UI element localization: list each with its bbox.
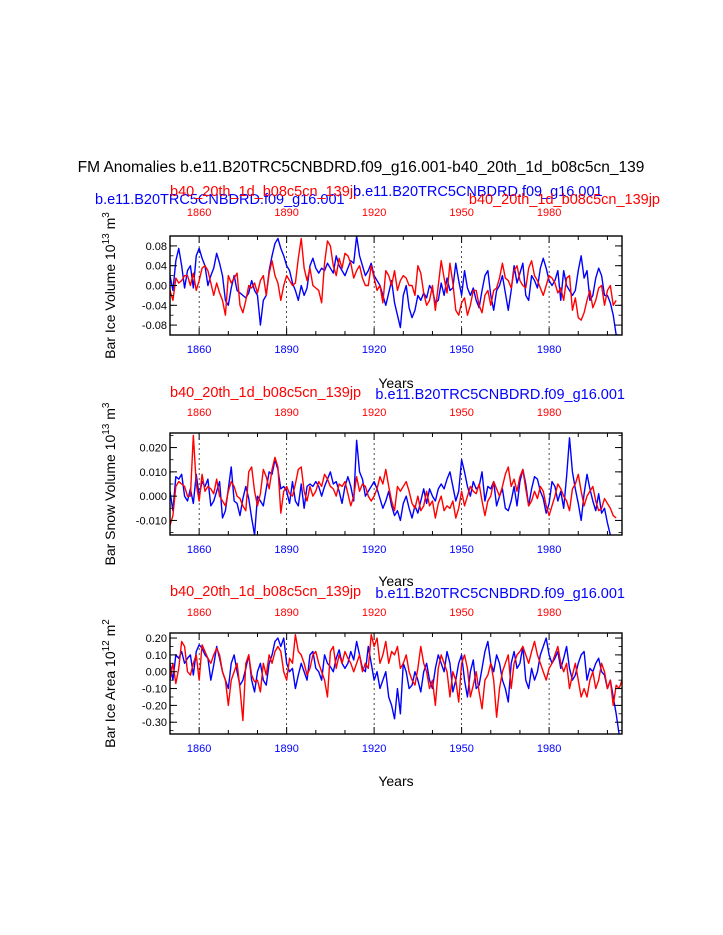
y-axis-label: Bar Ice Volume 1013 m3	[101, 212, 118, 359]
y-tick-label: -0.010	[136, 515, 167, 527]
y-tick-label: 0.00	[146, 281, 167, 293]
x-tick-label-top: 1890	[274, 207, 298, 219]
x-tick-label-bottom: 1980	[537, 544, 561, 556]
x-tick-label-bottom: 1920	[362, 743, 386, 755]
y-tick-label: 0.04	[146, 261, 167, 273]
x-tick-label-bottom: 1920	[362, 344, 386, 356]
panel-title-left: b40_20th_1d_b08c5cn_139jp	[170, 584, 361, 600]
y-tick-label: -0.04	[142, 300, 167, 312]
x-tick-label-bottom: 1860	[187, 544, 211, 556]
x-tick-label-bottom: 1980	[537, 344, 561, 356]
x-tick-label-top: 1920	[362, 207, 386, 219]
x-tick-label-bottom: 1890	[274, 344, 298, 356]
x-tick-label-top: 1920	[362, 407, 386, 419]
series-line-red	[170, 633, 622, 722]
series-line-blue	[170, 437, 612, 535]
y-tick-label: -0.20	[142, 700, 167, 712]
chart-panel-2: -0.010 0.000 0.010 0.020 1860 1860 1890 1890 192…	[101, 385, 625, 589]
x-tick-label-bottom: 1860	[187, 344, 211, 356]
panel-title-right: b40_20th_1d_b08c5cn_139jp	[469, 192, 660, 208]
y-tick-label: 0.00	[146, 667, 167, 679]
x-tick-label-top: 1860	[187, 207, 211, 219]
x-tick-label-bottom: 1980	[537, 743, 561, 755]
y-axis-label: Bar Snow Volume 1013 m3	[101, 402, 118, 565]
panel-title-left-overlap: b40_20th_1d_b08c5cn_139jp	[170, 184, 361, 200]
panel-title-left: b.e11.B20TRC5CNBDRD.f09_g16.001	[95, 192, 345, 208]
panel-title-center: b.e11.B20TRC5CNBDRD.f09_g16.001	[353, 184, 603, 200]
y-tick-label: 0.020	[139, 443, 167, 455]
series-line-red	[170, 237, 617, 321]
x-tick-label-top: 1890	[274, 407, 298, 419]
y-tick-label: -0.30	[142, 717, 167, 729]
panel-title-right: b.e11.B20TRC5CNBDRD.f09_g16.001	[375, 387, 625, 403]
y-axis-label: Bar Ice Area 1012 m2	[101, 619, 118, 748]
panel-title-left: b40_20th_1d_b08c5cn_139jp	[170, 385, 361, 401]
chart-panel-3: -0.30 -0.20 -0.10 0.00 0.10 0.20 1860 1860 1890 1…	[101, 584, 625, 789]
x-tick-label-bottom: 1950	[449, 544, 473, 556]
y-tick-label: 0.10	[146, 650, 167, 662]
y-tick-label: 0.20	[146, 633, 167, 645]
x-axis-label: Years	[378, 573, 413, 589]
y-tick-label: 0.010	[139, 467, 167, 479]
panel-title-right: b.e11.B20TRC5CNBDRD.f09_g16.001	[375, 586, 625, 602]
x-tick-label-top: 1950	[449, 407, 473, 419]
x-axis-label: Years	[378, 375, 413, 391]
series-line-blue	[170, 637, 620, 734]
x-tick-label-top: 1890	[274, 607, 298, 619]
x-tick-label-top: 1950	[449, 607, 473, 619]
x-tick-label-top: 1860	[187, 607, 211, 619]
x-tick-label-bottom: 1950	[449, 743, 473, 755]
plot-frame	[169, 632, 623, 735]
x-tick-label-top: 1980	[537, 607, 561, 619]
x-axis-label: Years	[378, 773, 413, 789]
x-tick-label-top: 1980	[537, 407, 561, 419]
y-tick-label: 0.08	[146, 241, 167, 253]
y-tick-label: -0.10	[142, 684, 167, 696]
x-tick-label-top: 1860	[187, 407, 211, 419]
x-tick-label-top: 1980	[537, 207, 561, 219]
x-tick-label-bottom: 1890	[274, 743, 298, 755]
x-tick-label-bottom: 1890	[274, 544, 298, 556]
figure-title: FM Anomalies b.e11.B20TRC5CNBDRD.f09_g16…	[78, 159, 645, 176]
series-line-blue	[170, 236, 620, 335]
series-line-red	[170, 434, 617, 526]
x-tick-label-bottom: 1920	[362, 544, 386, 556]
x-tick-label-bottom: 1950	[449, 344, 473, 356]
x-tick-label-top: 1920	[362, 607, 386, 619]
y-tick-label: 0.000	[139, 491, 167, 503]
x-tick-label-bottom: 1860	[187, 743, 211, 755]
chart-panel-1: -0.08 -0.04 0.00 0.04 0.08 1860 1860 1890 1890 19…	[95, 184, 660, 391]
y-tick-label: -0.08	[142, 320, 167, 332]
x-tick-label-top: 1950	[449, 207, 473, 219]
